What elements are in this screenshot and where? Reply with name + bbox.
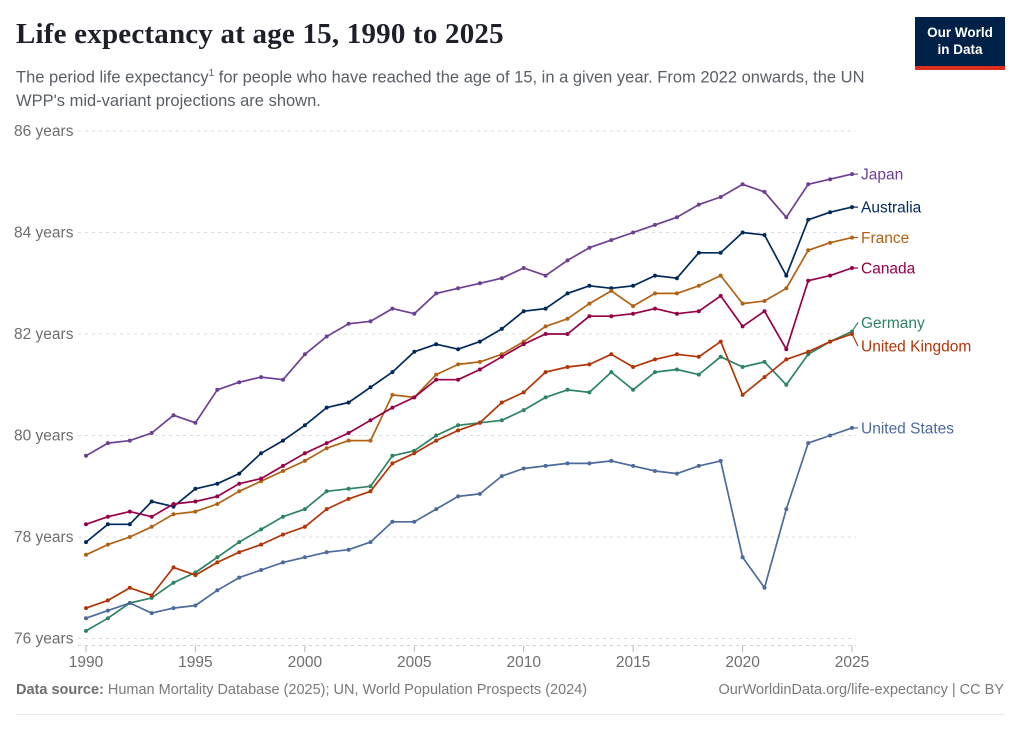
series-label-united-kingdom: United Kingdom	[861, 339, 971, 356]
data-source: Data source: Human Mortality Database (2…	[16, 682, 587, 698]
y-axis-tick-label: 76 years	[14, 631, 74, 648]
series-line-united-states	[85, 427, 853, 620]
series-label-united-states: United States	[861, 420, 954, 437]
x-axis-tick-label: 2005	[397, 654, 431, 671]
owid-logo-line2: in Data	[937, 42, 983, 57]
series-label-canada: Canada	[861, 261, 916, 278]
owid-logo: Our World in Data	[915, 17, 1005, 70]
y-axis-tick-label: 78 years	[14, 529, 74, 546]
chart-subtitle: The period life expectancy1 for people w…	[16, 62, 876, 113]
page-title: Life expectancy at age 15, 1990 to 2025	[16, 18, 504, 50]
series-line-australia	[85, 206, 853, 543]
x-axis-tick-label: 2025	[835, 654, 869, 671]
chart-footer: Data source: Human Mortality Database (2…	[16, 682, 1004, 698]
footer-divider	[16, 714, 1004, 715]
series-line-germany	[85, 330, 853, 632]
line-chart: 86 years 84 years 82 years 80 years 78 years…	[14, 123, 971, 671]
owid-logo-accent-bar	[915, 66, 1005, 70]
series-label-australia: Australia	[861, 200, 922, 217]
footnote-marker: 1	[208, 68, 215, 79]
data-source-text: Human Mortality Database (2025); UN, Wor…	[103, 682, 588, 698]
citation-link: OurWorldinData.org/life-expectancy | CC …	[718, 682, 1004, 698]
series-line-japan	[85, 173, 853, 457]
data-source-label: Data source:	[16, 682, 104, 698]
y-axis-tick-label: 82 years	[14, 326, 74, 343]
x-axis-tick-label: 2000	[288, 654, 323, 671]
series-label-france: France	[861, 230, 909, 247]
y-axis-tick-label: 84 years	[14, 225, 74, 242]
y-axis-tick-label: 86 years	[14, 123, 74, 140]
series-line-canada	[85, 267, 853, 526]
x-axis-tick-label: 2020	[725, 654, 760, 671]
subtitle-text: The period life expectancy	[16, 68, 209, 87]
x-axis-tick-label: 1995	[178, 654, 212, 671]
x-axis-tick-label: 2010	[506, 654, 541, 671]
series-label-germany: Germany	[861, 315, 925, 332]
series-line-france	[85, 236, 853, 556]
y-axis-tick-label: 80 years	[14, 428, 74, 445]
subtitle-text-rest: for people who have reached the age of 1…	[16, 68, 865, 110]
x-axis-tick-label: 1990	[69, 654, 104, 671]
x-axis-tick-label: 2015	[616, 654, 650, 671]
series-line-united-kingdom	[85, 333, 853, 609]
series-label-japan: Japan	[861, 167, 903, 184]
owid-logo-line1: Our World	[927, 25, 993, 40]
